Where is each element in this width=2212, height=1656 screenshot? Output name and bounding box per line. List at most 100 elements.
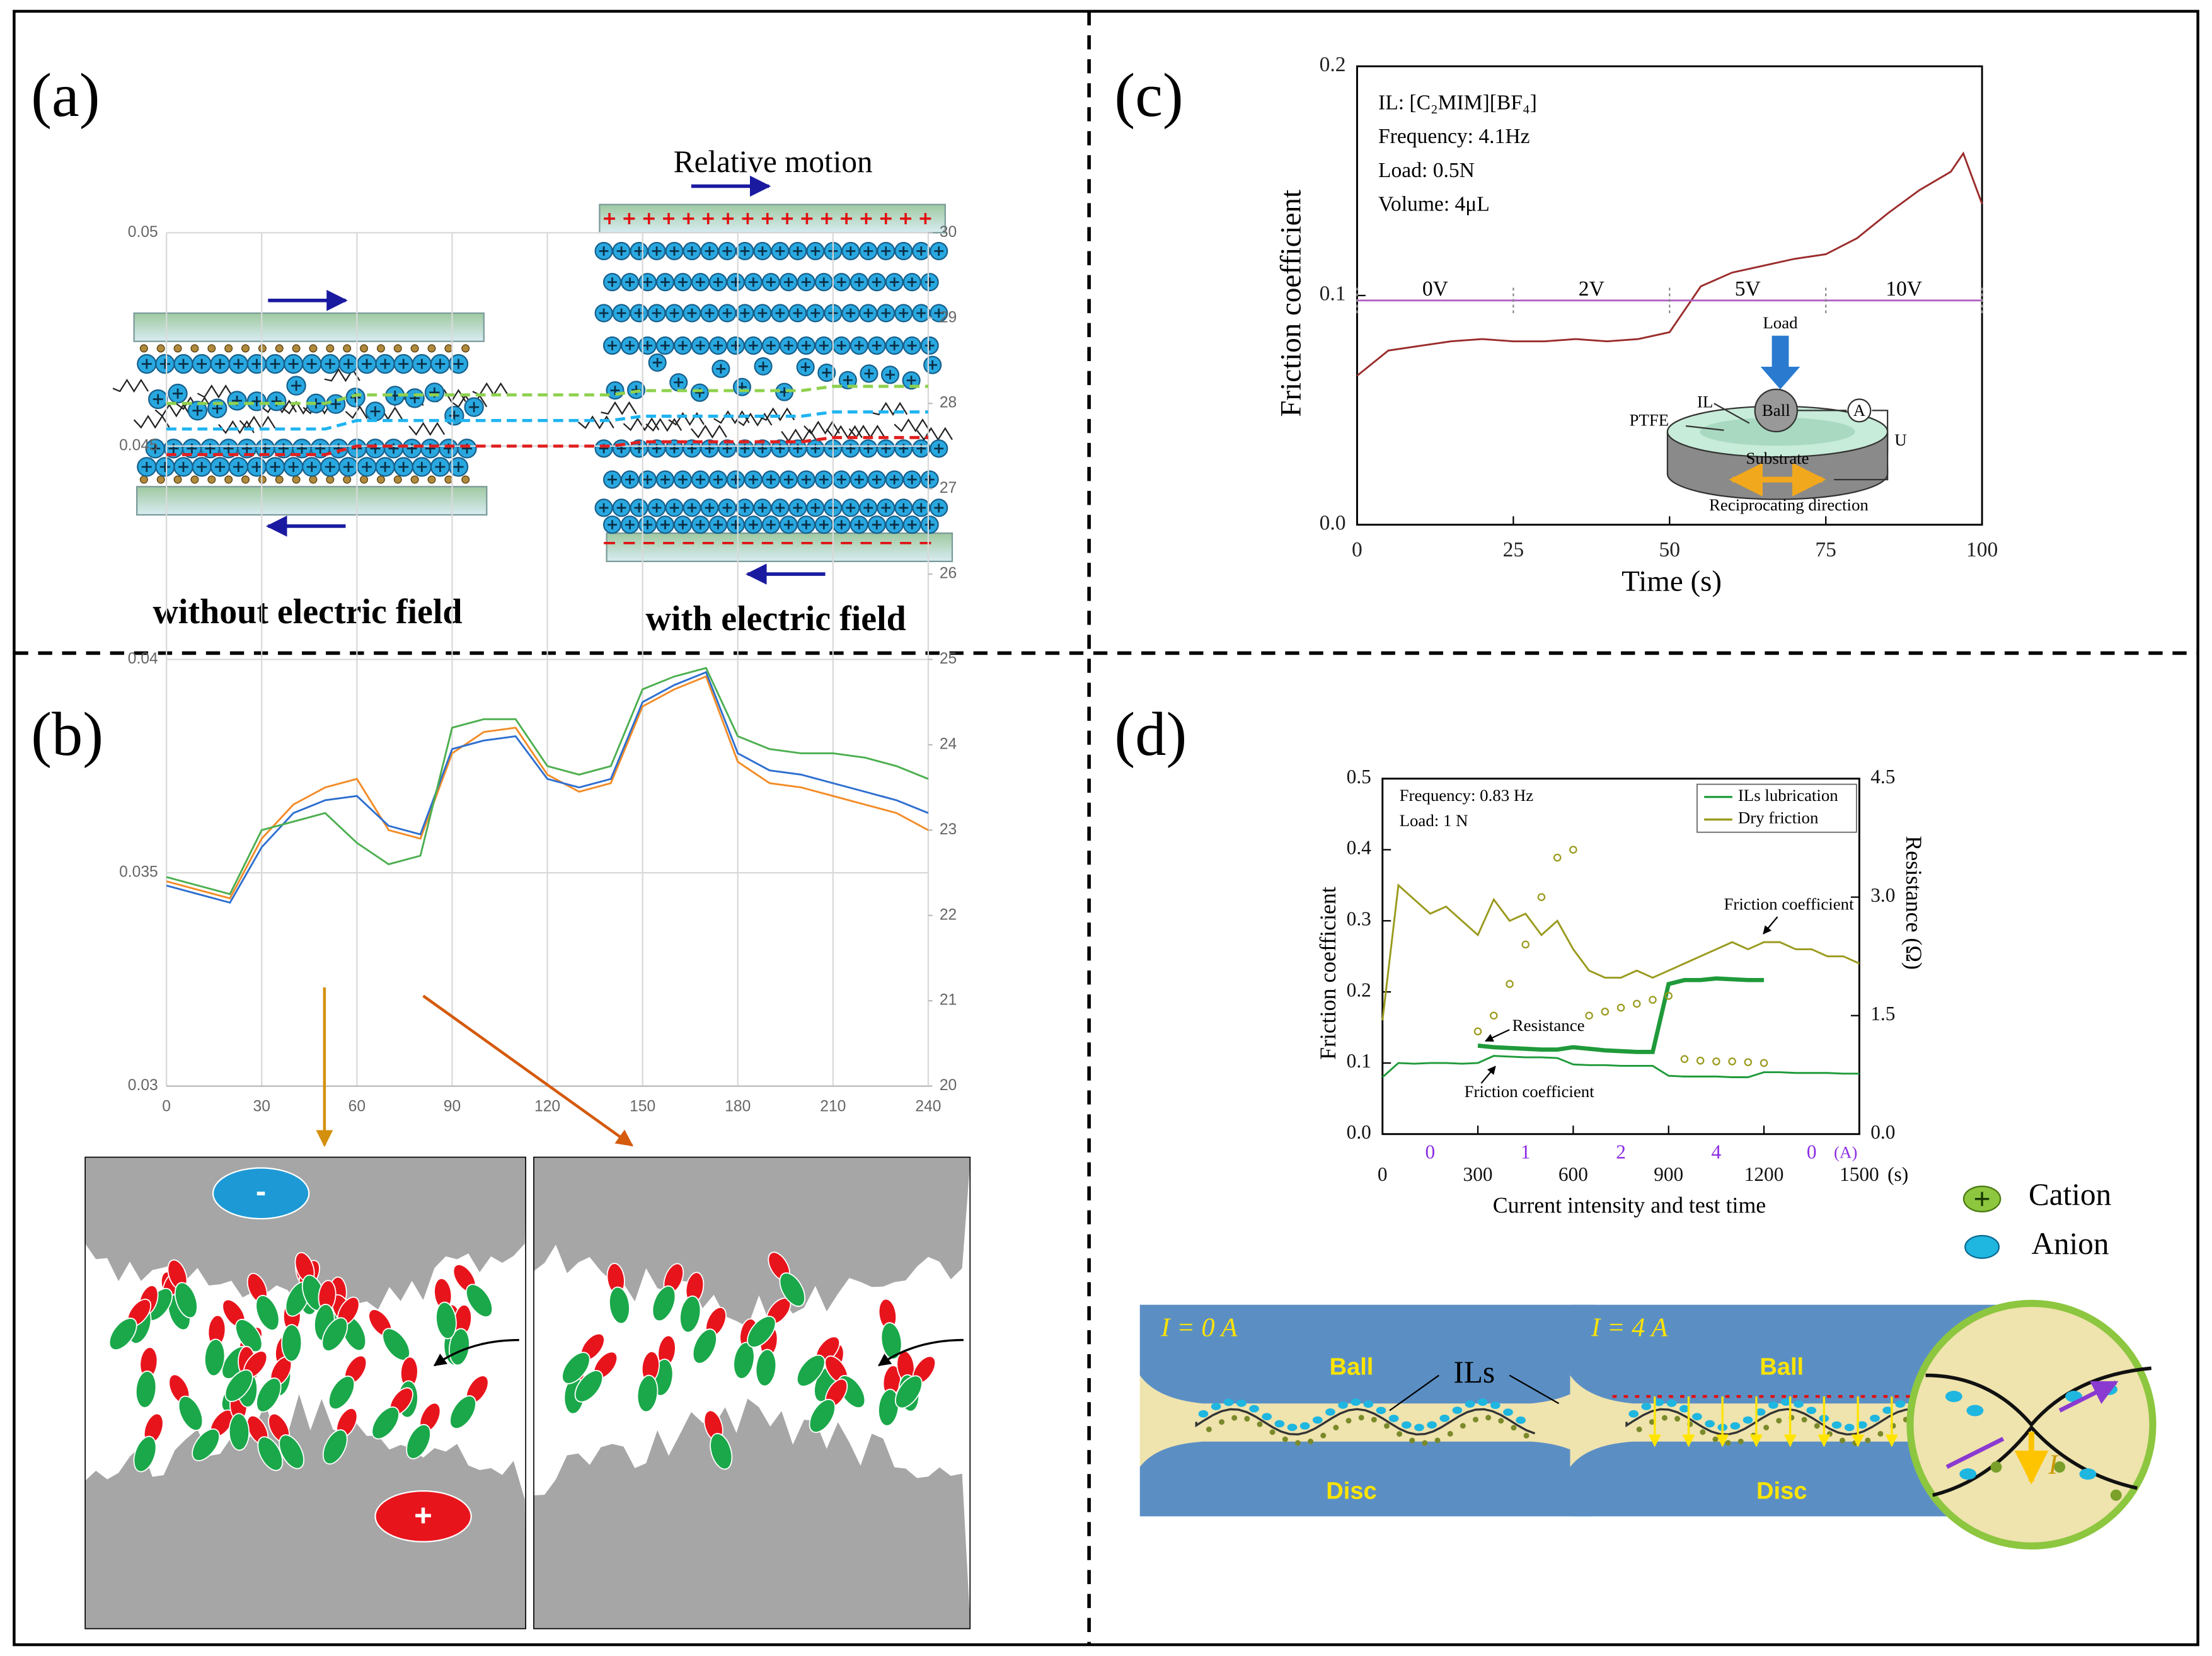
anion-dot (1831, 1421, 1842, 1429)
anion-dot (1959, 1468, 1977, 1480)
cation-sign (854, 520, 864, 530)
anion-ellipse (435, 1301, 457, 1340)
cation-sign (822, 368, 832, 377)
cation-sign (696, 277, 705, 287)
electrode-sign: + (414, 1498, 432, 1533)
cation-sign (696, 474, 705, 485)
upper-surface (533, 1156, 971, 1327)
anion-ellipse (895, 1375, 923, 1409)
cation-sign (251, 396, 262, 406)
anion-head (190, 475, 199, 484)
anion-ellipse (255, 1294, 280, 1331)
cation-sign (722, 308, 732, 318)
data-line (1381, 1055, 1860, 1078)
cation-sign (863, 246, 873, 256)
ion-pair (168, 1374, 204, 1431)
y2-tick-label: 21 (940, 992, 957, 1009)
anion-dot (1743, 1416, 1753, 1424)
legend-label: Cation (2029, 1177, 2111, 1212)
anion-head (292, 344, 301, 353)
cation-sign (846, 246, 856, 256)
inset-label: A (1853, 401, 1866, 420)
anion-head (139, 475, 148, 484)
cation-sign (766, 520, 776, 530)
cation-sign (836, 341, 846, 350)
anion-dot (1439, 1414, 1450, 1422)
ion-pair (224, 1350, 268, 1402)
current-unit: (A) (1834, 1142, 1857, 1161)
anion-ellipse (779, 1272, 806, 1307)
cation-sign (757, 503, 768, 513)
anion-dot (1692, 1413, 1702, 1420)
resistance-point (1760, 1059, 1768, 1067)
charge-sign (604, 213, 616, 224)
anion-head (241, 344, 250, 353)
y-tick-label: 0.2 (1320, 53, 1346, 76)
cation-sign (783, 277, 793, 287)
cation-dot (1294, 1440, 1301, 1446)
anion-dot (1427, 1421, 1437, 1429)
y-tick-label: 0.5 (1347, 766, 1371, 788)
anion-ellipse (322, 1429, 348, 1465)
cation-sign (678, 520, 688, 530)
cation-sign (925, 341, 935, 350)
anion-dot (1654, 1398, 1664, 1406)
resistance-point (1744, 1058, 1753, 1066)
y2-tick-label: 30 (940, 224, 957, 241)
resistance-point (1712, 1057, 1720, 1066)
cation-dot (1801, 1417, 1807, 1423)
ion-pair (796, 1336, 841, 1387)
charge-sign (702, 213, 714, 224)
cation-sign (212, 403, 222, 414)
ion-pair (878, 1298, 902, 1360)
anion-ellipse (574, 1370, 604, 1403)
disc-label: Disc (1326, 1478, 1376, 1504)
anion-head (224, 475, 233, 484)
cation-sign (881, 308, 891, 318)
cation-dot (1244, 1416, 1250, 1422)
cation-sign (748, 520, 758, 530)
annotation: Load: 1 N (1400, 811, 1468, 830)
anion-dot (1857, 1421, 1867, 1429)
cation-dot (1422, 1440, 1428, 1446)
panel-label: (a) (31, 61, 100, 130)
cation-sign (616, 503, 626, 513)
inset-label: Load (1763, 313, 1798, 332)
cation-dot (1511, 1425, 1517, 1431)
anion-ellipse (328, 1375, 355, 1410)
y2-tick-label: 22 (940, 906, 957, 923)
anion-ellipse (609, 1286, 630, 1325)
cation-sign (652, 308, 662, 318)
cation-sign (916, 503, 926, 513)
cation-dot (1485, 1415, 1492, 1421)
alkyl-tail (645, 418, 683, 432)
annotation: Load: 0.5N (1378, 159, 1475, 182)
ils-pointer (1389, 1374, 1560, 1412)
anion-ellipse (406, 1423, 431, 1459)
alkyl-tail (804, 420, 840, 435)
electrode-sign: - (256, 1174, 266, 1209)
x-tick-label: 600 (1558, 1163, 1588, 1185)
x-tick-label: 210 (820, 1098, 846, 1115)
cation-sign (616, 308, 626, 318)
cation-sign (660, 341, 670, 350)
alkyl-tail (916, 427, 953, 441)
cation-sign (696, 520, 705, 530)
cation-dot (1712, 1436, 1719, 1442)
inset: Load Ball IL PTFE Substrate Reciprocating dir… (1629, 313, 1906, 514)
resistance-point (1537, 893, 1546, 901)
x-tick-label: 1200 (1744, 1163, 1784, 1185)
anion-dot (1401, 1421, 1412, 1429)
resistance-point (1506, 980, 1514, 988)
alkyl-tail (408, 422, 446, 436)
anion-head (190, 344, 199, 353)
cation-sign (173, 388, 183, 399)
anion-dot (1882, 1406, 1892, 1414)
anion-head (139, 344, 148, 353)
anion-dot (1338, 1401, 1348, 1409)
cation-sign (854, 341, 864, 350)
disc-body (1139, 1441, 1594, 1517)
ion-pair (406, 1402, 441, 1459)
cation-sign (270, 461, 280, 472)
